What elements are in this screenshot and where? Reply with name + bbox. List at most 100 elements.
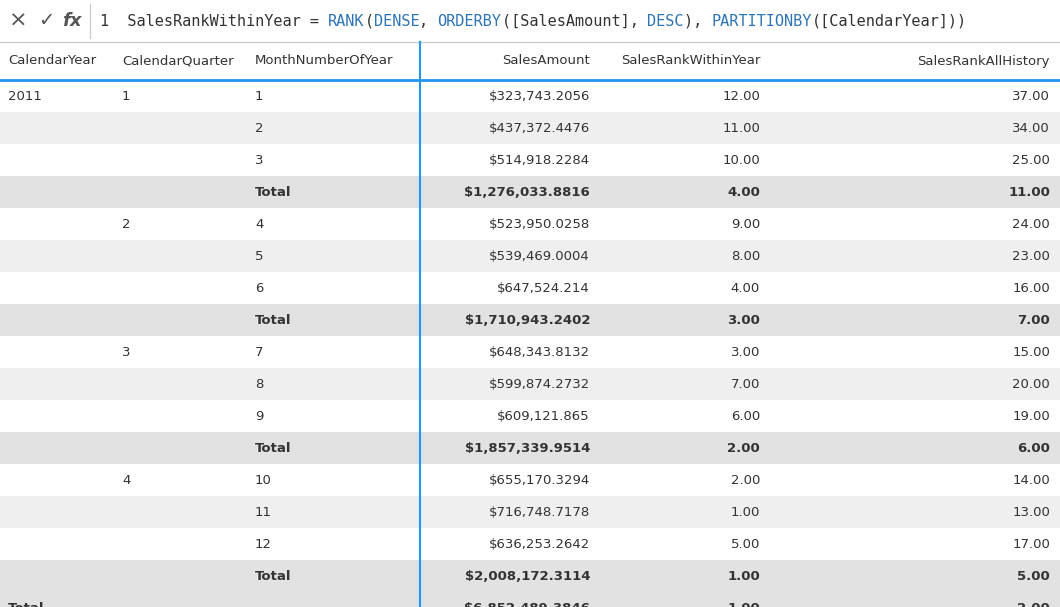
Text: 8.00: 8.00 (730, 249, 760, 262)
Bar (0, 80, 1060, 112)
Text: 1.00: 1.00 (727, 602, 760, 607)
Bar (0, 560, 1060, 592)
Text: ✓: ✓ (38, 12, 54, 30)
Text: DESC: DESC (648, 13, 684, 29)
Text: $609,121.865: $609,121.865 (497, 410, 590, 422)
Text: ([SalesAmount],: ([SalesAmount], (501, 13, 648, 29)
Text: 3: 3 (255, 154, 264, 166)
Text: SalesRankAllHistory: SalesRankAllHistory (918, 55, 1050, 67)
Text: 2.00: 2.00 (727, 441, 760, 455)
Text: 3: 3 (122, 345, 130, 359)
Text: 14.00: 14.00 (1012, 473, 1050, 486)
Text: 2.00: 2.00 (730, 473, 760, 486)
Text: $647,524.214: $647,524.214 (497, 282, 590, 294)
Text: 10: 10 (255, 473, 271, 486)
Bar (0, 336, 1060, 368)
Bar (0, 272, 1060, 304)
Text: $648,343.8132: $648,343.8132 (489, 345, 590, 359)
Text: 7.00: 7.00 (1018, 313, 1050, 327)
Text: $539,469.0004: $539,469.0004 (490, 249, 590, 262)
Text: 1: 1 (255, 89, 264, 103)
Bar (0, 592, 1060, 607)
Text: 15.00: 15.00 (1012, 345, 1050, 359)
Text: 8: 8 (255, 378, 263, 390)
Text: 1.00: 1.00 (727, 569, 760, 583)
Text: 4.00: 4.00 (727, 186, 760, 198)
Text: CalendarQuarter: CalendarQuarter (122, 55, 233, 67)
Text: 16.00: 16.00 (1012, 282, 1050, 294)
Bar (0, 42, 1060, 80)
Text: Total: Total (255, 569, 292, 583)
Text: 24.00: 24.00 (1012, 217, 1050, 231)
Text: RANK: RANK (329, 13, 365, 29)
Bar (0, 368, 1060, 400)
Text: $1,857,339.9514: $1,857,339.9514 (464, 441, 590, 455)
Text: 2011: 2011 (8, 89, 42, 103)
Text: 12.00: 12.00 (722, 89, 760, 103)
Text: fx: fx (63, 12, 82, 30)
Text: 2.00: 2.00 (1018, 602, 1050, 607)
Text: DENSE: DENSE (374, 13, 420, 29)
Text: $514,918.2284: $514,918.2284 (489, 154, 590, 166)
Text: 6.00: 6.00 (1018, 441, 1050, 455)
Text: $655,170.3294: $655,170.3294 (489, 473, 590, 486)
Bar (0, 432, 1060, 464)
Text: ORDERBY: ORDERBY (438, 13, 501, 29)
Text: $1,276,033.8816: $1,276,033.8816 (464, 186, 590, 198)
Text: 37.00: 37.00 (1012, 89, 1050, 103)
Text: $6,852,489.3846: $6,852,489.3846 (464, 602, 590, 607)
Text: ×: × (8, 11, 28, 31)
Text: 9.00: 9.00 (730, 217, 760, 231)
Text: ([CalendarYear])): ([CalendarYear])) (812, 13, 967, 29)
Text: Total: Total (255, 441, 292, 455)
Bar (0, 528, 1060, 560)
Text: 4.00: 4.00 (730, 282, 760, 294)
Text: 9: 9 (255, 410, 263, 422)
Text: 5.00: 5.00 (1018, 569, 1050, 583)
Text: 3.00: 3.00 (730, 345, 760, 359)
Text: 1  SalesRankWithinYear =: 1 SalesRankWithinYear = (100, 13, 329, 29)
Text: SalesAmount: SalesAmount (502, 55, 590, 67)
Text: $323,743.2056: $323,743.2056 (489, 89, 590, 103)
Text: 7.00: 7.00 (730, 378, 760, 390)
Text: 10.00: 10.00 (722, 154, 760, 166)
Text: 6: 6 (255, 282, 263, 294)
Text: $636,253.2642: $636,253.2642 (489, 538, 590, 551)
Text: PARTITIONBY: PARTITIONBY (711, 13, 812, 29)
Text: 17.00: 17.00 (1012, 538, 1050, 551)
Text: 11.00: 11.00 (1008, 186, 1050, 198)
Text: $437,372.4476: $437,372.4476 (489, 121, 590, 135)
Bar (0, 400, 1060, 432)
Text: 13.00: 13.00 (1012, 506, 1050, 518)
Text: MonthNumberOfYear: MonthNumberOfYear (255, 55, 393, 67)
Text: 1: 1 (122, 89, 130, 103)
Bar (0, 176, 1060, 208)
Bar (0, 304, 1060, 336)
Text: 25.00: 25.00 (1012, 154, 1050, 166)
Bar (0, 144, 1060, 176)
Text: 5: 5 (255, 249, 264, 262)
Text: $2,008,172.3114: $2,008,172.3114 (464, 569, 590, 583)
Text: 2: 2 (255, 121, 264, 135)
Text: 1.00: 1.00 (730, 506, 760, 518)
Text: 19.00: 19.00 (1012, 410, 1050, 422)
Bar (0, 208, 1060, 240)
Text: $716,748.7178: $716,748.7178 (489, 506, 590, 518)
Text: 6.00: 6.00 (730, 410, 760, 422)
Text: $523,950.0258: $523,950.0258 (489, 217, 590, 231)
Text: 2: 2 (122, 217, 130, 231)
Bar (0, 240, 1060, 272)
Text: SalesRankWithinYear: SalesRankWithinYear (620, 55, 760, 67)
Text: $1,710,943.2402: $1,710,943.2402 (464, 313, 590, 327)
Text: ,: , (420, 13, 438, 29)
Text: 11: 11 (255, 506, 272, 518)
Text: Total: Total (8, 602, 45, 607)
Text: 3.00: 3.00 (727, 313, 760, 327)
Text: Total: Total (255, 313, 292, 327)
Text: 12: 12 (255, 538, 272, 551)
Text: 4: 4 (122, 473, 130, 486)
Text: ),: ), (684, 13, 711, 29)
Bar (0, 0, 95, 42)
Text: 20.00: 20.00 (1012, 378, 1050, 390)
Bar (0, 464, 1060, 496)
